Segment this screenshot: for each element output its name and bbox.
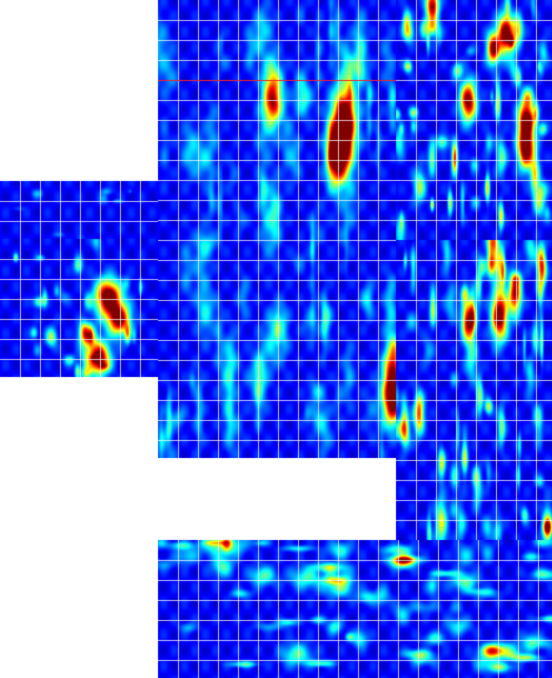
- heatmap-canvas: [0, 0, 552, 678]
